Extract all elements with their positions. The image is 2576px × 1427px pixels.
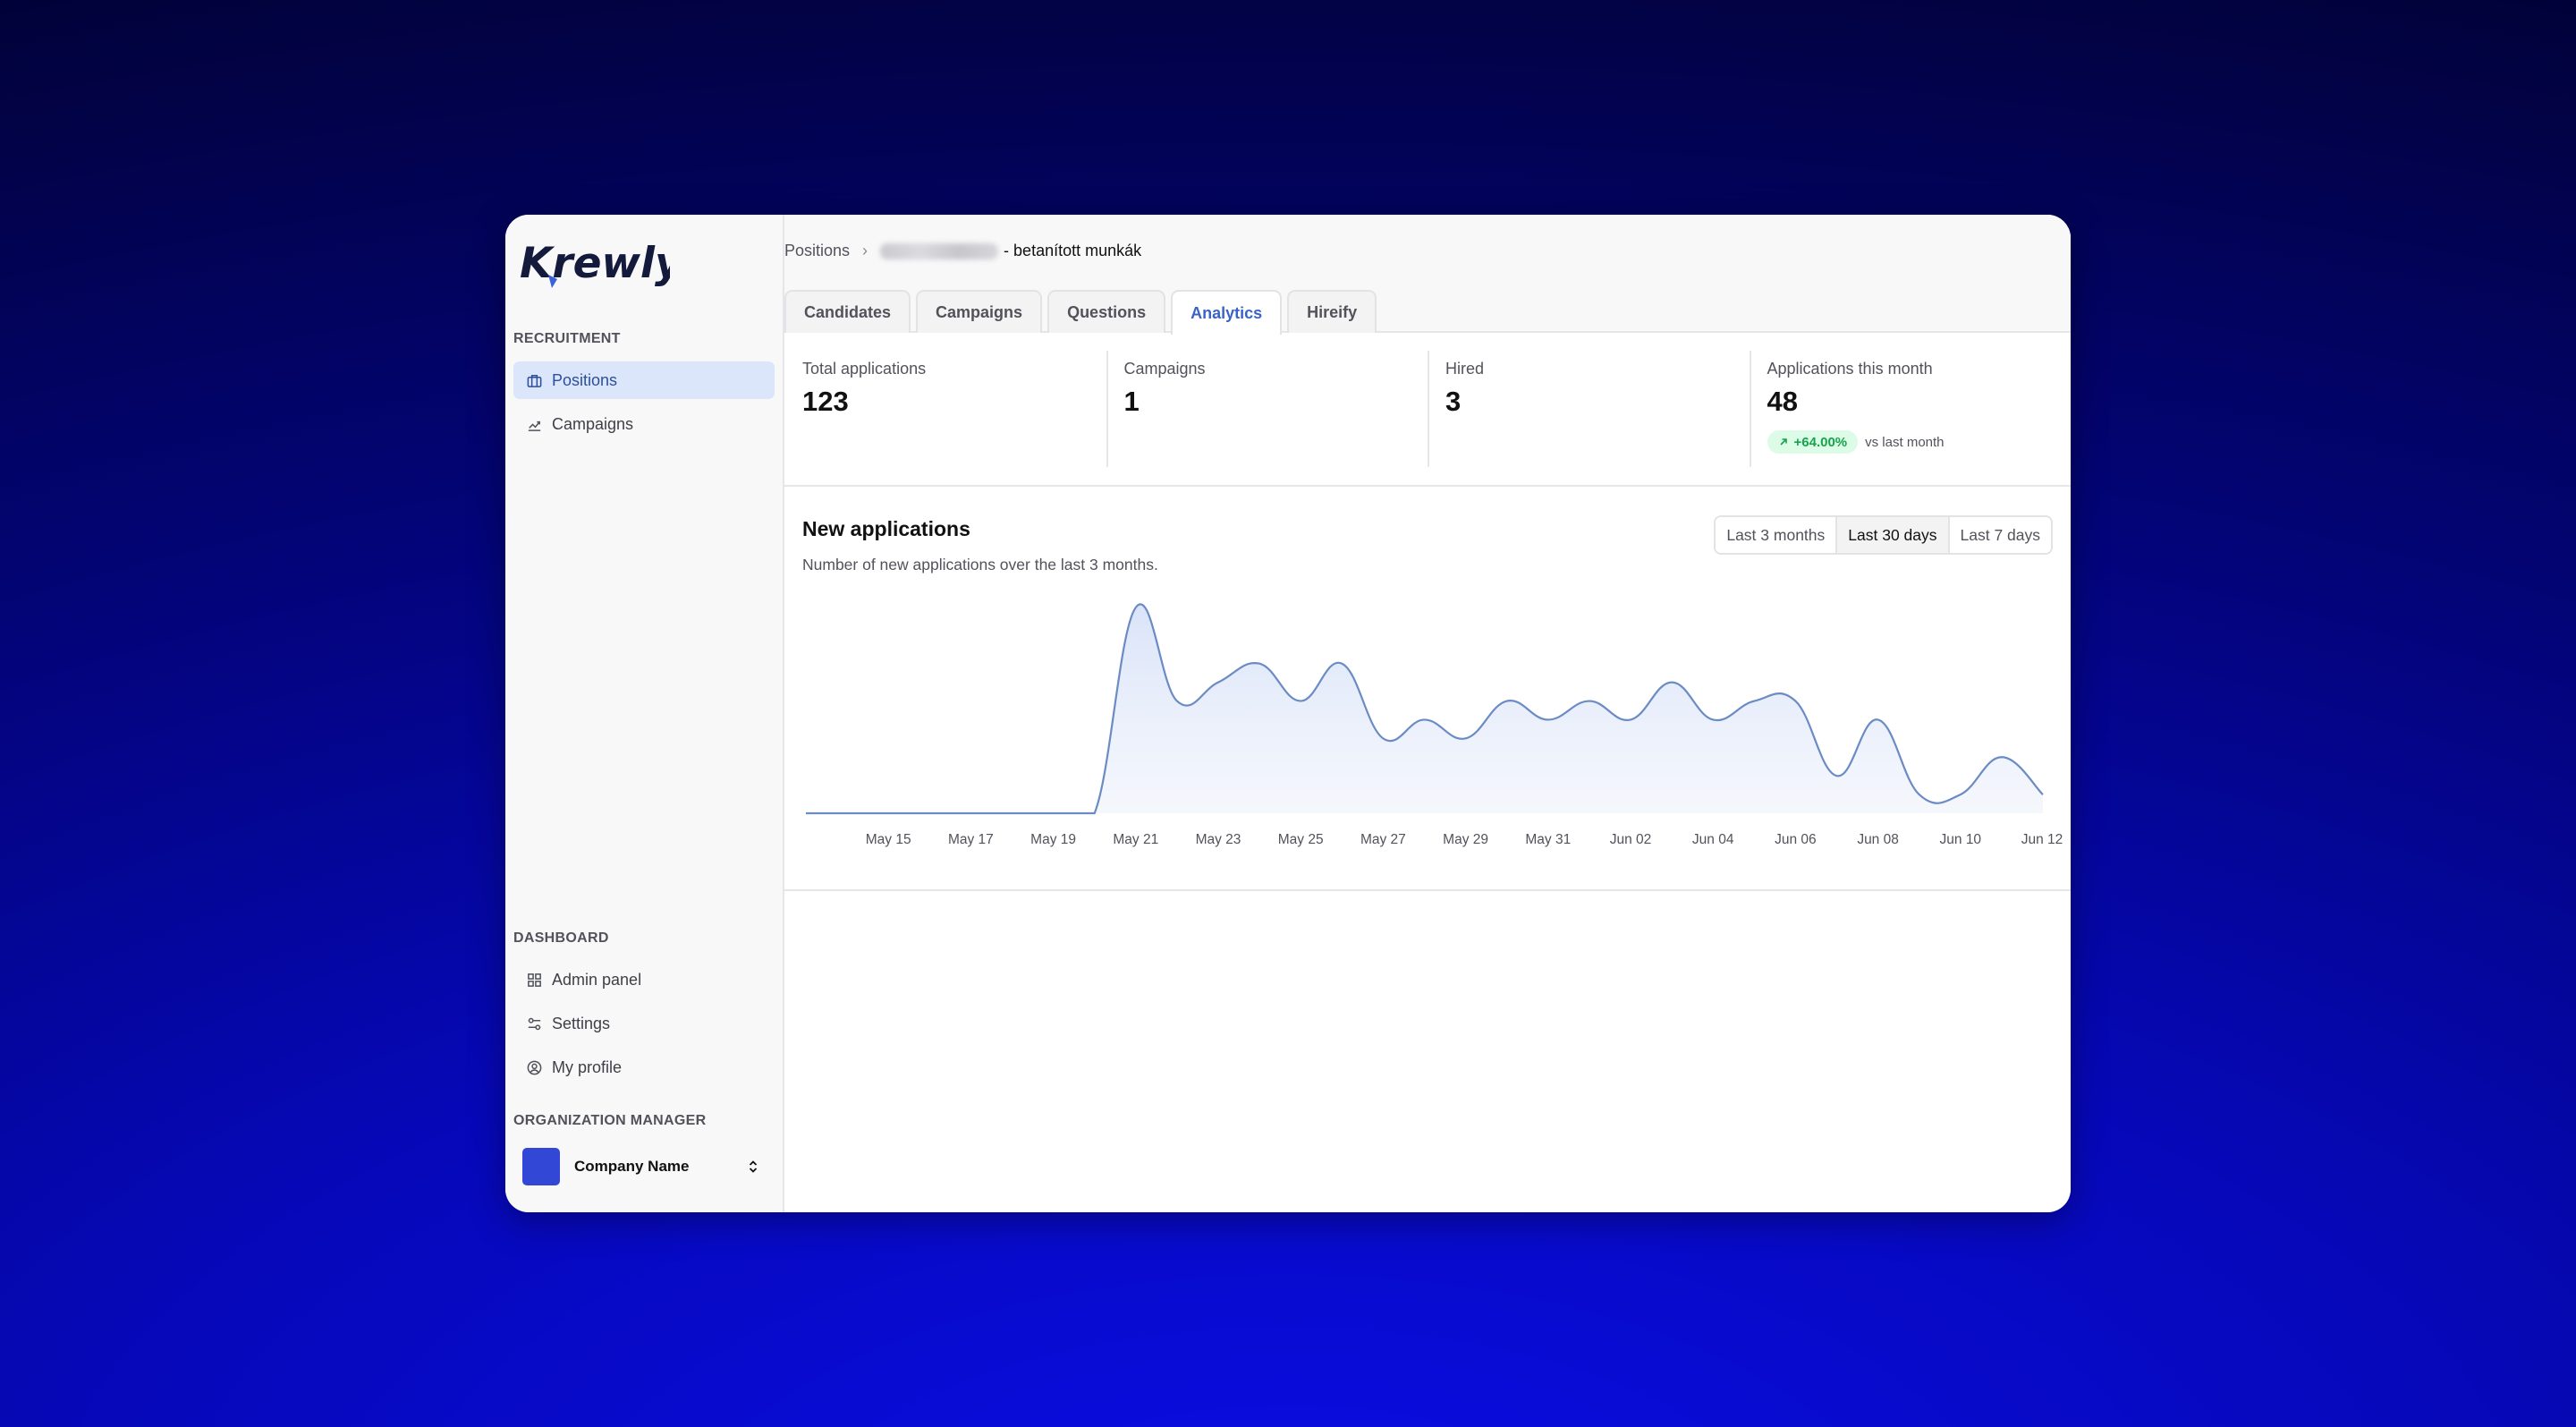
x-tick-label: May 25 xyxy=(1278,832,1324,847)
stat-campaigns: Campaigns 1 xyxy=(1106,333,1428,485)
sidebar-item-positions[interactable]: Positions xyxy=(513,361,775,399)
chevron-up-down-icon xyxy=(749,1160,758,1173)
sidebar: Krewly RECRUITMENT Positions Campaigns D… xyxy=(505,215,784,1212)
delta-value: +64.00% xyxy=(1793,434,1848,450)
x-tick-label: May 15 xyxy=(866,832,911,847)
time-range-toggle: Last 3 months Last 30 days Last 7 days xyxy=(1714,515,2053,555)
krewly-logo[interactable]: Krewly xyxy=(518,233,670,295)
x-tick-label: May 31 xyxy=(1525,832,1571,847)
breadcrumb-current: - betanított munkák xyxy=(880,242,1141,260)
recruitment-section-label: RECRUITMENT xyxy=(513,331,621,346)
arrow-up-right-icon xyxy=(1779,438,1787,446)
tab-analytics[interactable]: Analytics xyxy=(1171,290,1283,335)
breadcrumb-root[interactable]: Positions xyxy=(784,242,851,259)
tab-candidates[interactable]: Candidates xyxy=(784,290,911,333)
tab-hireify[interactable]: Hireify xyxy=(1287,290,1377,333)
sidebar-item-campaigns[interactable]: Campaigns xyxy=(513,405,775,443)
chevron-right-icon: › xyxy=(862,242,869,259)
org-avatar xyxy=(522,1148,560,1185)
x-tick-label: Jun 02 xyxy=(1610,832,1652,847)
stat-applications-this-month: Applications this month 48 +64.00% vs la… xyxy=(1749,333,2072,485)
x-tick-label: Jun 12 xyxy=(2021,832,2063,847)
x-tick-label: May 27 xyxy=(1360,832,1406,847)
chart-icon xyxy=(528,420,541,431)
topbar: Positions › - betanított munkák Candidat… xyxy=(784,215,2071,335)
stat-label: Total applications xyxy=(802,360,927,378)
delta-row: +64.00% vs last month xyxy=(1767,430,2072,454)
stat-label: Campaigns xyxy=(1123,360,1206,378)
org-name: Company Name xyxy=(574,1158,690,1175)
sidebar-item-label: Positions xyxy=(552,370,618,389)
chart-title: New applications xyxy=(802,517,970,540)
dashboard-section-label: DASHBOARD xyxy=(513,930,609,946)
sidebar-item-admin-panel[interactable]: Admin panel xyxy=(513,961,775,998)
main-content: Positions › - betanított munkák Candidat… xyxy=(784,215,2071,1212)
delta-note: vs last month xyxy=(1865,434,1945,450)
x-tick-label: May 29 xyxy=(1443,832,1488,847)
sidebar-item-my-profile[interactable]: My profile xyxy=(513,1049,775,1086)
tab-questions[interactable]: Questions xyxy=(1047,290,1166,333)
sidebar-item-label: Settings xyxy=(552,1014,611,1032)
breadcrumb-current-suffix: - betanított munkák xyxy=(1004,242,1142,259)
stat-label: Hired xyxy=(1445,360,1485,378)
tab-bar: Candidates Campaigns Questions Analytics… xyxy=(784,290,1377,335)
x-tick-label: May 17 xyxy=(948,832,994,847)
x-tick-label: Jun 10 xyxy=(1940,832,1982,847)
stat-total-applications: Total applications 123 xyxy=(784,333,1106,485)
chart-series-line xyxy=(806,603,2044,815)
sidebar-item-label: Campaigns xyxy=(552,414,634,433)
x-tick-label: May 21 xyxy=(1113,832,1158,847)
stat-value: 123 xyxy=(802,386,849,417)
sidebar-item-label: Admin panel xyxy=(552,970,642,989)
stat-value: 1 xyxy=(1123,386,1140,417)
tab-campaigns[interactable]: Campaigns xyxy=(916,290,1043,333)
chart-subtitle: Number of new applications over the last… xyxy=(802,556,1158,573)
stat-value: 3 xyxy=(1445,386,1462,417)
x-tick-label: Jun 08 xyxy=(1857,832,1899,847)
stat-hired: Hired 3 xyxy=(1428,333,1750,485)
sidebar-item-label: My profile xyxy=(552,1058,623,1076)
stat-value: 48 xyxy=(1767,386,1798,417)
breadcrumb: Positions › - betanított munkák xyxy=(784,242,1141,260)
redacted-text xyxy=(880,242,999,259)
briefcase-icon xyxy=(527,374,542,387)
x-tick-label: May 23 xyxy=(1196,832,1241,847)
new-applications-card: New applications Number of new applicati… xyxy=(784,487,2071,891)
user-circle-icon xyxy=(527,1060,542,1074)
range-last-30-days[interactable]: Last 30 days xyxy=(1835,517,1948,553)
delta-badge: +64.00% xyxy=(1767,430,1859,454)
grid-icon xyxy=(528,973,541,987)
range-last-7-days[interactable]: Last 7 days xyxy=(1947,517,2051,553)
svg-text:Krewly: Krewly xyxy=(520,239,670,288)
stats-row: Total applications 123 Campaigns 1 Hired… xyxy=(784,333,2071,487)
chart-area-fill xyxy=(806,604,2043,813)
org-manager-section-label: ORGANIZATION MANAGER xyxy=(513,1113,707,1128)
x-tick-label: Jun 06 xyxy=(1775,832,1817,847)
x-tick-label: Jun 04 xyxy=(1692,832,1734,847)
range-last-3-months[interactable]: Last 3 months xyxy=(1716,517,1836,553)
sidebar-item-settings[interactable]: Settings xyxy=(513,1005,775,1042)
x-tick-label: May 19 xyxy=(1030,832,1076,847)
organization-switcher[interactable]: Company Name xyxy=(513,1142,775,1192)
stat-label: Applications this month xyxy=(1767,360,1933,378)
app-window: Krewly RECRUITMENT Positions Campaigns D… xyxy=(505,215,2071,1212)
sliders-icon xyxy=(528,1017,541,1030)
applications-area-chart: May 15 May 17 May 19 May 21 May 23 May 25 May … xyxy=(806,603,2063,847)
